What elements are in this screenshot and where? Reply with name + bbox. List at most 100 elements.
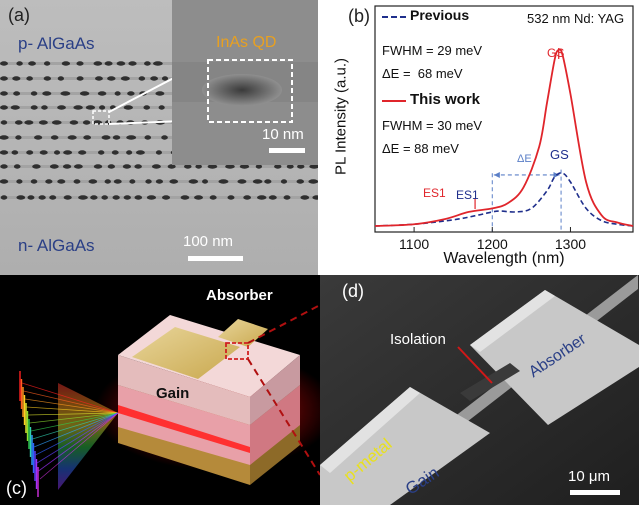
plot-frame bbox=[374, 5, 634, 233]
quantum-dot bbox=[143, 105, 151, 110]
quantum-dot bbox=[79, 91, 90, 96]
quantum-dot bbox=[38, 120, 48, 125]
sem-scale-bar bbox=[570, 490, 620, 495]
quantum-dot bbox=[122, 164, 132, 169]
quantum-dot bbox=[78, 195, 88, 200]
quantum-dot bbox=[151, 164, 161, 169]
gs-red-label: GS bbox=[547, 46, 565, 60]
quantum-dot bbox=[93, 61, 103, 66]
inset-scale-label: 10 nm bbox=[262, 126, 304, 143]
quantum-dot bbox=[162, 195, 171, 200]
quantum-dot bbox=[92, 120, 103, 125]
quantum-dot bbox=[169, 179, 179, 184]
gain-electrode bbox=[132, 327, 240, 379]
quantum-dot bbox=[308, 179, 318, 184]
quantum-dot bbox=[111, 150, 119, 155]
quantum-dot bbox=[73, 105, 83, 110]
isolation-pointer bbox=[457, 346, 493, 384]
spectrum-ray bbox=[21, 382, 119, 414]
right-face bbox=[250, 355, 300, 425]
quantum-dot bbox=[255, 164, 263, 169]
quantum-dot bbox=[28, 61, 36, 66]
quantum-dot bbox=[49, 195, 57, 200]
spectrum-ray bbox=[29, 412, 119, 424]
quantum-dot bbox=[0, 120, 8, 125]
quantum-dot bbox=[49, 164, 59, 169]
quantum-dot bbox=[202, 74, 282, 106]
panel-label-b: (b) bbox=[348, 6, 370, 26]
quantum-dot bbox=[11, 150, 19, 155]
quantum-dot bbox=[69, 120, 79, 125]
quantum-dot bbox=[309, 164, 318, 169]
quantum-dot bbox=[112, 195, 120, 200]
spectrum-lines bbox=[19, 371, 119, 497]
quantum-dot bbox=[53, 150, 61, 155]
panel-label-d: (d) bbox=[342, 281, 364, 301]
quantum-dot bbox=[51, 120, 62, 125]
quantum-dot bbox=[76, 76, 84, 81]
quantum-dot bbox=[76, 61, 84, 66]
quantum-dot bbox=[188, 179, 199, 184]
quantum-dot bbox=[180, 195, 190, 200]
front-face bbox=[118, 355, 250, 425]
quantum-dot bbox=[0, 135, 9, 140]
gain-label-c: Gain bbox=[156, 385, 190, 402]
this-work-delta-e: ΔE = 88 meV bbox=[382, 141, 459, 156]
quantum-dot bbox=[153, 61, 163, 66]
quantum-dot bbox=[34, 135, 43, 140]
quantum-dot bbox=[32, 164, 41, 169]
quantum-dot bbox=[13, 91, 21, 96]
absorber-pad-edge bbox=[470, 290, 555, 352]
quantum-dot bbox=[0, 105, 8, 110]
quantum-dot bbox=[12, 76, 21, 81]
quantum-dot bbox=[0, 91, 8, 96]
quantum-dot bbox=[113, 179, 122, 184]
quantum-dot bbox=[184, 164, 192, 169]
quantum-dot bbox=[43, 76, 52, 81]
quantum-dot bbox=[144, 135, 152, 140]
top-layer-label: p- AlGaAs bbox=[18, 34, 95, 53]
connector-line bbox=[247, 304, 320, 344]
quantum-dot bbox=[39, 150, 48, 155]
quantum-dot bbox=[207, 164, 218, 169]
spectrum-ray bbox=[38, 412, 119, 472]
quantum-dot bbox=[95, 76, 103, 81]
legend-previous-line bbox=[382, 16, 406, 18]
main-scale-bar bbox=[188, 256, 243, 261]
quantum-dot bbox=[194, 195, 203, 200]
quantum-dot bbox=[144, 61, 151, 66]
spectrum-ray bbox=[26, 406, 119, 414]
absorber-electrode bbox=[218, 319, 268, 347]
quantum-dot bbox=[114, 91, 121, 96]
panel-d-sem: (d) Isolation Absorber p-metal Gain 10 μ… bbox=[320, 275, 639, 505]
quantum-dot bbox=[243, 195, 251, 200]
es1-blue-label: ES1 bbox=[456, 188, 479, 202]
quantum-dot bbox=[135, 150, 145, 155]
spectrum-ray bbox=[35, 412, 119, 456]
cladding-end bbox=[250, 385, 300, 465]
main-scale-label: 100 nm bbox=[183, 233, 234, 250]
quantum-dot bbox=[239, 164, 250, 169]
x-tick-label: 1300 bbox=[555, 236, 586, 252]
quantum-dot bbox=[127, 91, 135, 96]
x-axis-label: Wavelength (nm) bbox=[443, 250, 565, 267]
inset-image: InAs QD 10 nm bbox=[172, 0, 318, 165]
quantum-dot bbox=[237, 179, 247, 184]
quantum-dot bbox=[300, 195, 310, 200]
qd-layer bbox=[0, 196, 318, 199]
quantum-dot bbox=[43, 61, 51, 66]
spectrum-ray bbox=[27, 412, 119, 416]
y-axis-label: PL Intensity (a.u.) bbox=[332, 58, 350, 175]
quantum-dot bbox=[0, 164, 8, 169]
quantum-dot bbox=[123, 195, 131, 200]
delta-e-label: ΔE bbox=[517, 153, 532, 165]
previous-delta-e: ΔE = 68 meV bbox=[382, 66, 463, 81]
inset-box bbox=[207, 59, 293, 123]
cladding-layer bbox=[118, 385, 250, 465]
quantum-dot bbox=[126, 150, 133, 155]
panel-a-tem: InAs QD 10 nm (a) p- AlGaAs n- AlGaAs 10… bbox=[0, 0, 318, 275]
quantum-dot bbox=[129, 179, 136, 184]
quantum-dot bbox=[0, 61, 8, 66]
spectrum-ray bbox=[30, 412, 119, 432]
quantum-dot bbox=[138, 76, 146, 81]
